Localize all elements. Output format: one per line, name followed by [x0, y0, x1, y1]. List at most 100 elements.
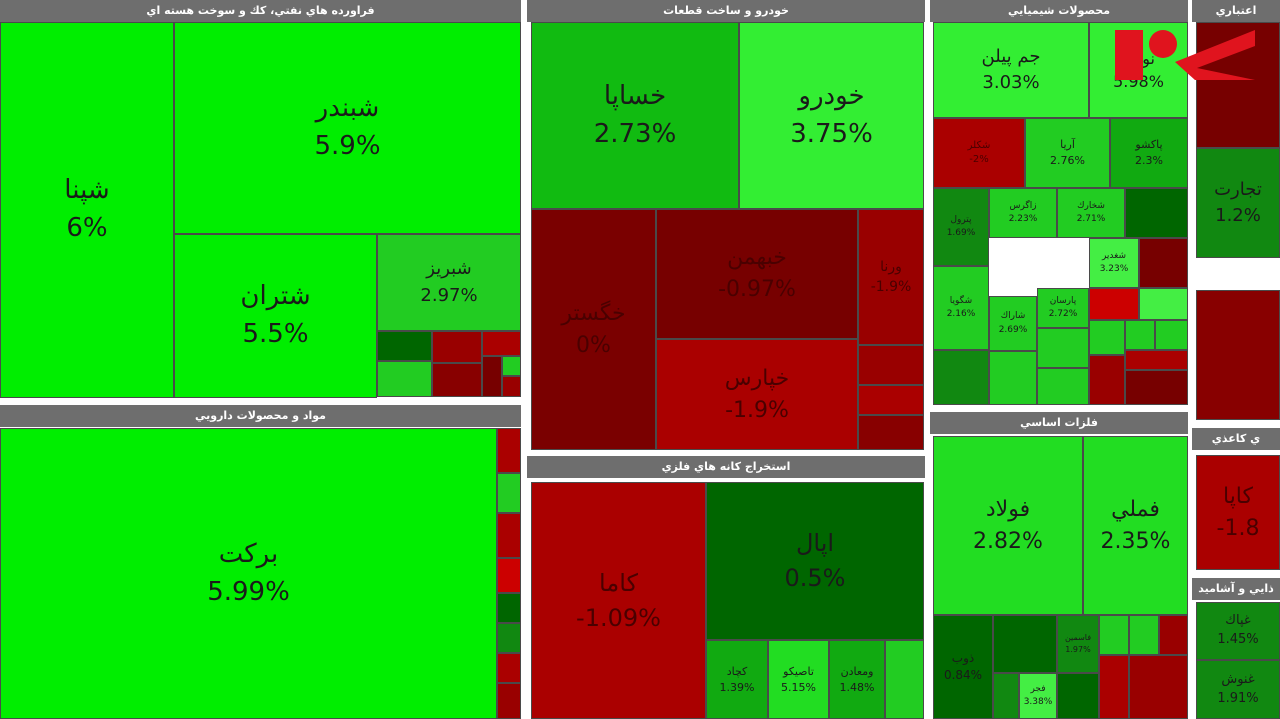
tile-change: 2.3% — [1135, 154, 1163, 167]
tile-name: تاصيكو — [783, 664, 814, 678]
tile: شگويا 2.16% — [933, 266, 989, 350]
sector-header: ذايي و آشاميد — [1192, 578, 1280, 600]
sector-header: فلزات اساسي — [930, 412, 1188, 434]
tile-name: شبريز — [426, 258, 472, 280]
tile-change: 5.9% — [314, 131, 381, 161]
tile-name: فملي — [1111, 496, 1160, 522]
tile — [497, 428, 521, 473]
tile-name: خساپا — [603, 80, 667, 111]
tile — [1037, 368, 1089, 405]
tile-change: -1.9% — [725, 397, 789, 423]
tile-change: 1.69% — [946, 228, 976, 238]
tile: ذوب 0.84% — [933, 615, 993, 719]
tile: شبندر 5.9% — [174, 22, 521, 234]
tile — [497, 513, 521, 558]
tile-change: 3.23% — [1099, 264, 1129, 274]
tile-change: 3.75% — [790, 118, 873, 149]
tile-change: -2% — [969, 154, 989, 165]
tile-change: 5.5% — [242, 319, 309, 349]
tile-change: 1.39% — [719, 680, 755, 694]
tile — [502, 356, 521, 376]
tile — [377, 361, 432, 397]
tile-name: فاسمين — [1064, 633, 1092, 643]
tile — [497, 473, 521, 513]
sector-header: ي كاعذي — [1192, 428, 1280, 450]
tile — [1037, 328, 1089, 368]
tile-name: غپاك — [1225, 613, 1251, 629]
tile — [482, 356, 502, 397]
tile: خپارس -1.9% — [656, 339, 858, 450]
sector-header: مواد و محصولات دارويي — [0, 405, 521, 427]
tile-change: 2.23% — [1008, 214, 1038, 224]
tile: پارسان 2.72% — [1037, 288, 1089, 328]
tile — [993, 615, 1057, 673]
tile-change: 1.2% — [1215, 205, 1261, 226]
tile: تجارت 1.2% — [1196, 148, 1280, 258]
tile: شپنا 6% — [0, 22, 174, 398]
tile-name: ورنا — [880, 258, 902, 275]
tile-change: 2.16% — [946, 309, 976, 319]
tile: پاكشو 2.3% — [1110, 118, 1188, 188]
tile — [1099, 615, 1129, 655]
tile: شاراك 2.69% — [989, 296, 1037, 351]
tile-name: شگويا — [949, 295, 973, 306]
tile-name: خگستر — [561, 300, 626, 326]
tile — [858, 345, 924, 385]
tile: كاما -1.09% — [531, 482, 706, 719]
tile: خگستر 0% — [531, 209, 656, 450]
tile — [482, 331, 521, 356]
tile — [1125, 320, 1155, 350]
tile — [432, 331, 482, 363]
tile — [1155, 320, 1188, 350]
tile: خودرو 3.75% — [739, 22, 924, 209]
tile — [933, 350, 989, 405]
tile: جم پيلن 3.03% — [933, 22, 1089, 118]
tile-change: -1.8 — [1216, 515, 1260, 541]
tile: فجر 3.38% — [1019, 673, 1057, 719]
tile: شغدير 3.23% — [1089, 238, 1139, 288]
sector-header: محصولات شيميايي — [930, 0, 1188, 22]
tile: فولاد 2.82% — [933, 436, 1083, 615]
tile: كچاد 1.39% — [706, 640, 768, 719]
tile: غپاك 1.45% — [1196, 602, 1280, 660]
tile-change: 2.35% — [1100, 528, 1171, 554]
tile-name: جم پيلن — [981, 45, 1041, 67]
tile-change: 1.91% — [1217, 690, 1259, 706]
tile — [858, 415, 924, 450]
tile: شبريز 2.97% — [377, 234, 521, 331]
tile-change: 2.71% — [1076, 214, 1106, 224]
tile — [1139, 288, 1188, 320]
tile-name: اپال — [795, 529, 835, 558]
tile: كاپا -1.8 — [1196, 455, 1280, 570]
tile-name: فولاد — [985, 496, 1031, 522]
tile — [497, 593, 521, 623]
tile — [377, 331, 432, 361]
tile — [497, 558, 521, 593]
tile: ورنا -1.9% — [858, 209, 924, 345]
tile-change: 2.69% — [998, 324, 1028, 335]
tile — [993, 673, 1019, 719]
tile-change: 1.97% — [1065, 645, 1091, 654]
tile-name: بركت — [218, 538, 279, 569]
tile-name: ومعادن — [840, 664, 874, 678]
tile-name: ذوب — [951, 650, 975, 665]
tile: فملي 2.35% — [1083, 436, 1188, 615]
tile-change: 3.03% — [982, 72, 1040, 93]
tile-change: 3.38% — [1023, 697, 1053, 707]
tile-change: -0.97% — [718, 277, 796, 302]
tile-name: كاما — [599, 568, 638, 597]
tile-change: 2.76% — [1050, 154, 1085, 167]
tile-name: آريا — [1060, 138, 1075, 152]
tile — [1057, 673, 1099, 719]
tile-name: خودرو — [798, 80, 865, 111]
tile-name: شغدير — [1101, 250, 1127, 261]
tile-name: تجارت — [1214, 178, 1262, 200]
tile — [432, 363, 482, 397]
tile-name: غنوش — [1221, 671, 1255, 687]
tile — [1099, 655, 1129, 719]
tile-name: شبندر — [315, 93, 380, 124]
tile-change: 5.15% — [781, 680, 816, 694]
tile-change: -1.09% — [576, 603, 661, 632]
tile — [989, 351, 1037, 405]
tile: فاسمين 1.97% — [1057, 615, 1099, 673]
